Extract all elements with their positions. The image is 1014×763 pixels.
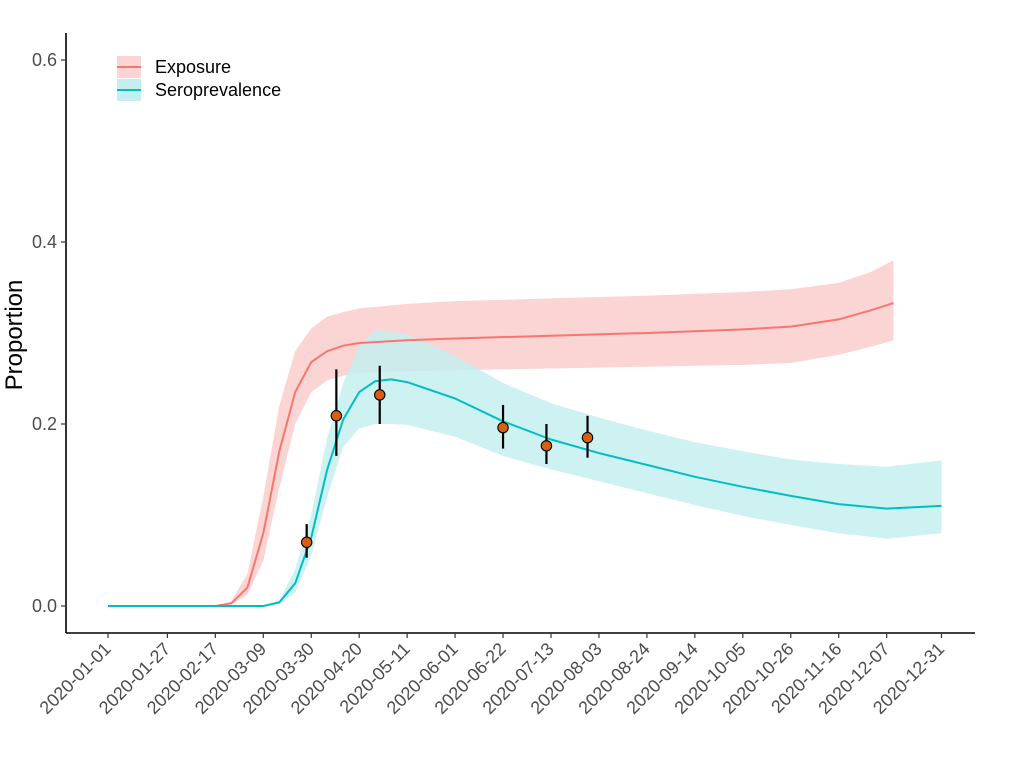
legend: Exposure Seroprevalence — [117, 56, 281, 101]
seroprevalence-line — [108, 378, 942, 607]
observation-marker — [373, 389, 386, 401]
observation-marker — [330, 410, 343, 422]
series-lines — [108, 302, 942, 607]
exposure-band — [108, 260, 894, 606]
observation-point — [330, 369, 343, 456]
observation-marker — [540, 440, 553, 452]
observation-point — [581, 415, 594, 458]
y-axis-ticks: 0.0 0.2 0.4 0.6 — [32, 50, 66, 616]
y-tick-label: 0.6 — [32, 50, 57, 70]
observation-point — [540, 424, 553, 465]
observation-point — [497, 404, 509, 449]
observation-point — [373, 365, 386, 424]
confidence-bands — [108, 260, 942, 606]
seroprevalence-band — [108, 330, 942, 606]
observation-marker — [581, 431, 594, 444]
observation-marker — [497, 421, 509, 434]
exposure-line — [108, 302, 894, 607]
legend-item-seroprevalence: Seroprevalence — [117, 79, 281, 101]
y-tick-label: 0.2 — [32, 414, 57, 434]
y-axis-title: Proportion — [1, 280, 28, 391]
x-axis-ticks: 2020-01-012020-01-272020-02-172020-03-09… — [36, 633, 948, 718]
legend-label: Seroprevalence — [155, 80, 281, 100]
observation-point — [300, 524, 313, 558]
legend-label: Exposure — [155, 57, 231, 77]
y-tick-label: 0.4 — [32, 232, 57, 252]
y-tick-label: 0.0 — [32, 596, 57, 616]
legend-item-exposure: Exposure — [117, 56, 231, 78]
observation-marker — [300, 536, 313, 549]
observation-points — [300, 365, 594, 558]
